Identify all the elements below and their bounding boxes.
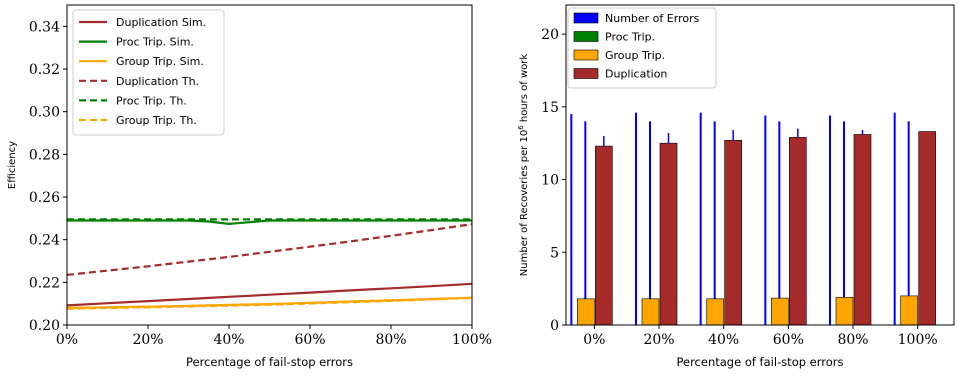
legend-label: Group Trip. Th.	[116, 114, 197, 127]
duplication-bar	[789, 137, 807, 326]
ylabel-exponent: 6	[517, 125, 525, 130]
legend-label: Group Trip.	[605, 49, 665, 62]
series-line	[66, 223, 473, 276]
ylabel-suffix: hours of work	[519, 54, 530, 126]
errors-bar	[570, 114, 573, 325]
errors-bar	[649, 121, 651, 325]
y-tick-label: 5	[550, 245, 559, 261]
series-line	[66, 296, 473, 310]
y-tick-label: 10	[541, 173, 559, 189]
x-tick-label: 0%	[583, 332, 605, 348]
series-line	[67, 219, 472, 226]
errors-bar	[764, 115, 767, 325]
y-tick-label: 20	[541, 27, 559, 43]
y-tick-label: 0	[550, 318, 559, 334]
efficiency-chart-lines	[66, 218, 473, 310]
recoveries-chart-ticks: 0 5 10 15 20 0% 20% 40% 60% 80% 100%	[541, 27, 938, 348]
x-tick-label: 80%	[375, 332, 406, 348]
legend-box	[567, 7, 717, 89]
y-tick-label: 0.26	[29, 190, 60, 206]
group-trip-bar	[577, 298, 595, 326]
errors-bar	[829, 115, 831, 325]
efficiency-line-chart: 0% 20% 40% 60% 80% 100% 0.20 0.22 0.24 0.26 0.28 0.…	[7, 4, 492, 369]
legend-label: Proc Trip.	[605, 31, 655, 44]
efficiency-chart-xlabel: Percentage of fail-stop errors	[186, 355, 353, 369]
duplication-bar	[659, 142, 678, 326]
duplication-bar	[724, 139, 742, 326]
x-tick-label: 20%	[643, 332, 674, 348]
x-tick-label: 40%	[213, 332, 244, 348]
group-trip-bar	[706, 298, 724, 326]
duplication-bar	[918, 131, 936, 326]
legend-swatch	[573, 31, 599, 42]
x-tick-label: 100%	[898, 332, 938, 348]
legend-label: Duplication	[605, 68, 667, 81]
efficiency-chart-legend: Duplication Sim. Proc Trip. Sim. Group Tri…	[72, 9, 225, 136]
y-tick-label: 0.32	[29, 62, 60, 78]
series-line	[66, 282, 473, 307]
recoveries-chart-xlabel: Percentage of fail-stop errors	[676, 355, 843, 369]
legend-swatch	[573, 49, 599, 61]
errors-bar	[713, 121, 716, 325]
legend-label: Proc Trip. Th.	[116, 94, 187, 107]
efficiency-chart-ticks: 0% 20% 40% 60% 80% 100% 0.20 0.22 0.24 0.26 0.28 0.…	[29, 19, 492, 348]
recoveries-bar-chart: 0 5 10 15 20 0% 20% 40% 60% 80% 100% Percentage of…	[517, 4, 955, 369]
x-tick-label: 60%	[773, 332, 804, 348]
legend-swatch	[573, 12, 599, 24]
x-tick-label: 80%	[837, 332, 868, 348]
group-trip-bar	[771, 297, 789, 326]
duplication-bar	[853, 134, 872, 326]
legend-label: Group Trip. Sim.	[116, 55, 204, 68]
ylabel-prefix: Number of Recoveries per 10	[519, 130, 530, 276]
duplication-bar	[595, 145, 613, 326]
legend-label: Number of Errors	[605, 12, 700, 25]
legend-label: Proc Trip. Sim.	[116, 36, 194, 49]
errors-bar	[907, 121, 910, 325]
legend-label: Duplication Th.	[116, 75, 199, 88]
efficiency-chart-ylabel: Efficiency	[7, 141, 18, 189]
x-tick-label: 20%	[132, 332, 163, 348]
group-trip-bar	[835, 297, 854, 326]
y-tick-label: 0.20	[29, 318, 60, 334]
legend-box	[72, 9, 225, 136]
y-tick-label: 0.22	[29, 275, 60, 291]
y-tick-label: 0.30	[29, 105, 60, 121]
legend-swatch	[573, 68, 599, 79]
recoveries-chart-ylabel: Number of Recoveries per 106 hours of wo…	[517, 54, 530, 277]
group-trip-bar	[641, 298, 660, 326]
y-tick-label: 0.34	[29, 19, 60, 35]
x-tick-label: 0%	[56, 332, 78, 348]
errors-bar	[778, 121, 781, 325]
x-tick-label: 100%	[452, 332, 492, 348]
recoveries-chart-legend: Number of Errors Proc Trip. Group Trip. Dup…	[567, 7, 717, 89]
group-trip-bar	[900, 295, 918, 326]
y-tick-label: 0.28	[29, 147, 60, 163]
errors-bar	[843, 121, 845, 325]
errors-bar	[699, 112, 702, 326]
y-tick-label: 15	[541, 100, 559, 116]
recoveries-chart-frame	[565, 4, 955, 326]
y-tick-label: 0.24	[29, 233, 60, 249]
x-tick-label: 60%	[294, 332, 325, 348]
efficiency-chart-frame	[66, 4, 473, 326]
errors-bar	[635, 112, 637, 326]
legend-label: Duplication Sim.	[116, 16, 206, 29]
errors-bar	[584, 121, 587, 325]
errors-bar	[893, 112, 896, 326]
x-tick-label: 40%	[708, 332, 739, 348]
recoveries-chart-bars	[570, 112, 936, 326]
